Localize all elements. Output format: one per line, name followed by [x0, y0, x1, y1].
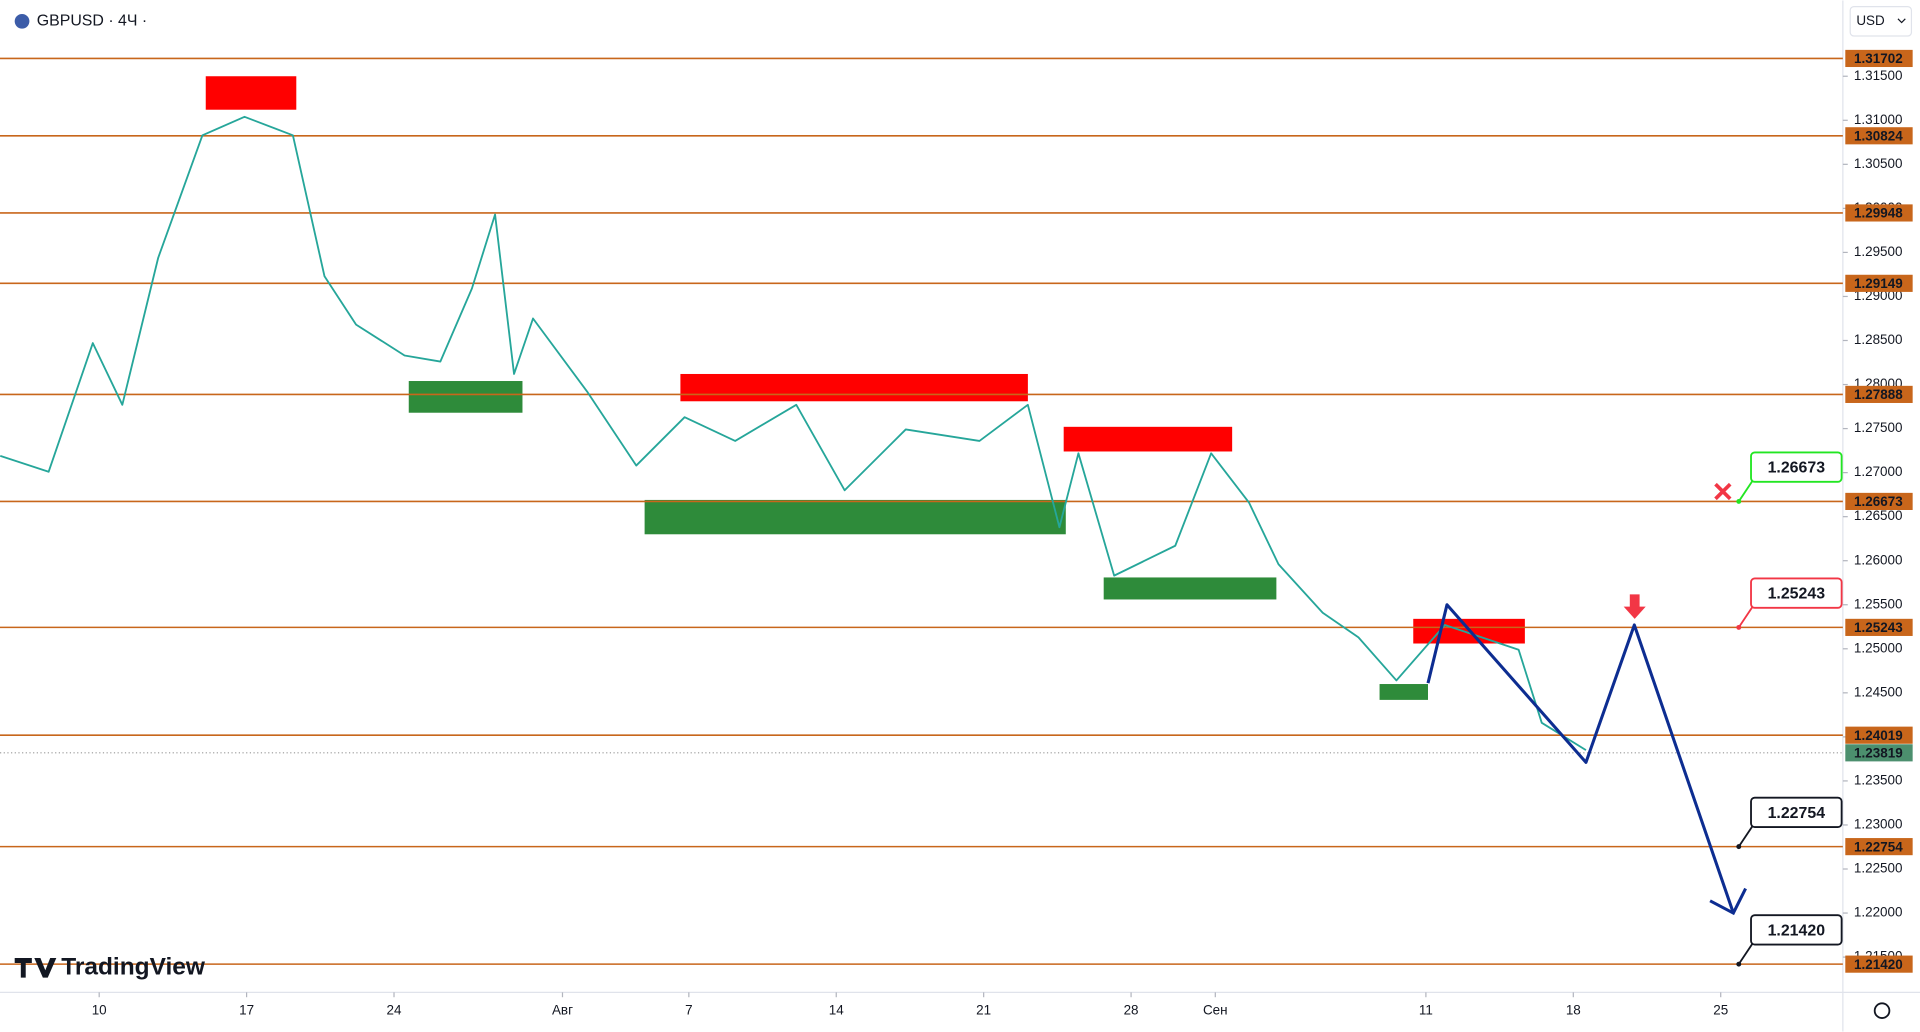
callout-label: 1.25243	[1768, 586, 1826, 603]
level-axis-box	[1845, 204, 1913, 222]
callout-box	[1750, 796, 1843, 828]
callout-leader	[1738, 941, 1755, 965]
current-price-label: 1.23819	[1854, 746, 1903, 761]
level-axis-label: 1.30824	[1854, 129, 1903, 144]
x-tick-label: 11	[1419, 1002, 1433, 1017]
y-tick-label: 1.22000	[1854, 905, 1903, 920]
level-axis-box	[1845, 385, 1913, 403]
y-tick-label: 1.29500	[1854, 244, 1903, 259]
y-tick-label: 1.24500	[1854, 684, 1903, 699]
x-tick-label: Авг	[552, 1002, 573, 1017]
callout-label: 1.26673	[1768, 460, 1826, 477]
level-axis-label: 1.21420	[1854, 957, 1903, 972]
y-tick-label: 1.27500	[1854, 420, 1903, 435]
zone	[1063, 426, 1233, 452]
callout-anchor	[1736, 844, 1742, 850]
x-tick-label: Сен	[1203, 1002, 1228, 1017]
x-tick-label: 21	[976, 1002, 991, 1017]
symbol-icon	[14, 13, 30, 29]
y-tick-label: 1.30500	[1854, 156, 1903, 171]
y-tick-label: 1.25000	[1854, 640, 1903, 655]
zone	[205, 76, 297, 110]
plot: 1.215001.220001.225001.230001.235001.240…	[0, 49, 1913, 1017]
zone	[680, 373, 1028, 402]
x-tick-label: 14	[829, 1002, 844, 1017]
currency-button[interactable]	[1849, 5, 1913, 37]
level-axis-box	[1845, 618, 1913, 636]
y-tick-label: 1.22500	[1854, 861, 1903, 876]
x-tick-label: 25	[1713, 1002, 1728, 1017]
y-tick-label: 1.26500	[1854, 508, 1903, 523]
settings-icon[interactable]	[1873, 1002, 1891, 1019]
zone	[1379, 684, 1428, 700]
zone	[644, 499, 1066, 535]
zone	[1103, 577, 1277, 600]
price-line	[0, 115, 1587, 751]
y-tick-label: 1.25500	[1854, 596, 1903, 611]
level-axis-label: 1.27888	[1854, 387, 1903, 402]
level-axis-label: 1.25243	[1854, 620, 1903, 635]
level-axis-label: 1.29948	[1854, 206, 1903, 221]
y-tick-label: 1.23500	[1854, 772, 1903, 787]
callout-leader	[1738, 478, 1755, 502]
x-tick-label: 10	[92, 1002, 107, 1017]
level-axis-box	[1845, 127, 1913, 145]
x-tick-label: 7	[685, 1002, 692, 1017]
callout-label: 1.22754	[1768, 805, 1826, 822]
level-axis-label: 1.22754	[1854, 839, 1903, 854]
level-axis-box	[1845, 726, 1913, 744]
brand: TradingView	[61, 953, 206, 980]
callout-box	[1750, 577, 1843, 609]
x-tick-label: 28	[1124, 1002, 1139, 1017]
projection-path	[1426, 603, 1735, 914]
callout-anchor	[1736, 624, 1742, 630]
y-tick-label: 1.23000	[1854, 817, 1903, 832]
level-axis-box	[1845, 955, 1913, 973]
y-tick-label: 1.26000	[1854, 552, 1903, 567]
callout-leader	[1738, 824, 1755, 848]
cross-marker	[1714, 482, 1732, 501]
projection-arrowhead	[1709, 887, 1747, 916]
level-axis-label: 1.26673	[1854, 494, 1903, 509]
callout-anchor	[1736, 498, 1742, 504]
level-axis-box	[1845, 49, 1913, 68]
y-tick-label: 1.31000	[1854, 112, 1903, 127]
level-axis-label: 1.31702	[1854, 51, 1903, 66]
level-axis-box	[1845, 492, 1913, 511]
brand-logo	[14, 958, 57, 978]
level-axis-label: 1.24019	[1854, 728, 1903, 743]
callout-leader	[1738, 604, 1755, 628]
y-tick-label: 1.27000	[1854, 464, 1903, 479]
chevron	[1897, 18, 1906, 24]
callout-label: 1.21420	[1768, 922, 1826, 939]
x-tick-label: 17	[239, 1002, 254, 1017]
y-tick-label: 1.28500	[1854, 332, 1903, 347]
callout-box	[1750, 451, 1843, 483]
level-axis-box	[1845, 274, 1913, 292]
current-price-box	[1845, 744, 1913, 762]
y-tick-label: 1.31500	[1854, 68, 1903, 83]
currency[interactable]: USD	[1856, 13, 1885, 28]
level-axis-box	[1845, 838, 1913, 856]
x-tick-label: 18	[1566, 1002, 1581, 1017]
level-axis-label: 1.29149	[1854, 276, 1903, 291]
x-tick-label: 24	[387, 1002, 402, 1017]
zone	[408, 381, 523, 413]
callout-box	[1750, 914, 1843, 946]
symbol-title: GBPUSD · 4Ч ·	[37, 13, 147, 30]
callout-anchor	[1736, 961, 1742, 967]
